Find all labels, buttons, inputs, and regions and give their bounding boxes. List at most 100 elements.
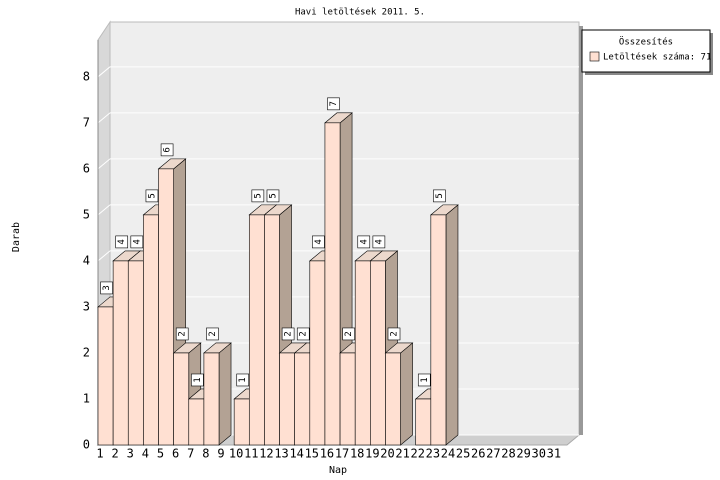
value-label-box — [191, 373, 204, 387]
bar — [309, 260, 326, 446]
bar — [385, 352, 401, 446]
value-label-box — [357, 235, 371, 249]
x-tick-label: 18 — [350, 447, 364, 461]
value-label: 2 — [344, 331, 354, 336]
value-label-box — [206, 327, 219, 341]
value-label: 2 — [299, 331, 309, 336]
x-tick-label: 20 — [380, 447, 394, 461]
x-tick-label: 25 — [456, 447, 470, 461]
x-tick-label: 4 — [142, 447, 149, 461]
x-tick-label: 31 — [547, 447, 561, 461]
y-tick-label: 4 — [83, 253, 90, 267]
bar — [233, 398, 250, 446]
x-tick-label: 28 — [501, 447, 515, 461]
value-label-box — [387, 327, 401, 341]
y-axis-label: Darab — [11, 222, 22, 252]
value-label: 1 — [193, 377, 203, 382]
x-tick-label: 27 — [486, 447, 500, 461]
value-label: 3 — [102, 285, 112, 290]
x-tick-label: 23 — [426, 447, 440, 461]
bar — [354, 260, 371, 446]
x-tick-label: 3 — [127, 447, 134, 461]
value-label: 2 — [390, 331, 400, 336]
value-label: 1 — [420, 377, 430, 382]
chart-title: Havi letöltések 2011. 5. — [295, 7, 425, 18]
value-label-box — [160, 143, 174, 157]
x-tick-label: 15 — [305, 447, 319, 461]
value-label-box — [145, 189, 159, 203]
value-label-box — [236, 373, 250, 387]
bar — [248, 214, 265, 446]
bar — [430, 214, 447, 446]
x-tick-label: 30 — [532, 447, 546, 461]
y-tick-label: 1 — [83, 391, 90, 405]
value-label: 1 — [238, 377, 248, 382]
bar — [173, 352, 190, 446]
value-label-box — [342, 327, 355, 341]
x-tick-label: 6 — [172, 447, 179, 461]
value-label: 4 — [117, 239, 127, 244]
wall-shadow — [579, 26, 583, 435]
grid-line — [97, 250, 111, 262]
bar-side — [445, 204, 459, 446]
bar — [97, 306, 114, 446]
x-tick-label: 13 — [274, 447, 288, 461]
value-label-box — [175, 327, 189, 341]
x-tick-label: 22 — [410, 447, 424, 461]
x-tick-label: 8 — [202, 447, 209, 461]
bar — [203, 352, 220, 446]
bar — [264, 214, 280, 446]
x-tick-label: 5 — [157, 447, 164, 461]
x-tick-label: 24 — [441, 447, 455, 461]
value-label-box — [296, 327, 310, 341]
x-tick-label: 26 — [471, 447, 485, 461]
value-label-box — [417, 373, 431, 387]
y-tick-label: 6 — [83, 161, 90, 175]
bar — [279, 352, 295, 446]
value-label-box — [251, 189, 265, 203]
x-tick-label: 9 — [217, 447, 224, 461]
x-tick-label: 29 — [516, 447, 530, 461]
y-tick-label: 2 — [83, 345, 90, 359]
x-tick-label: 1 — [96, 447, 103, 461]
value-label: 6 — [163, 147, 173, 152]
grid-line — [97, 112, 111, 124]
bar-side — [218, 342, 232, 446]
value-label: 5 — [268, 193, 278, 198]
x-axis-label: Nap — [329, 465, 347, 476]
legend-title: Összesítés — [619, 37, 673, 48]
bar — [294, 352, 311, 446]
bar — [339, 352, 356, 446]
x-tick-label: 21 — [395, 447, 409, 461]
bar-side — [400, 342, 413, 446]
y-tick-label: 3 — [83, 299, 90, 313]
bar — [188, 398, 205, 446]
value-label: 2 — [208, 331, 218, 336]
value-label-box — [100, 281, 113, 295]
legend-swatch — [589, 51, 600, 62]
x-tick-label: 17 — [335, 447, 349, 461]
bar — [143, 214, 159, 446]
x-tick-label: 11 — [244, 447, 258, 461]
grid-line — [97, 204, 111, 216]
bar — [370, 260, 386, 446]
value-label: 4 — [374, 239, 384, 244]
grid-line — [97, 158, 111, 170]
value-label: 4 — [314, 239, 324, 244]
bar — [324, 122, 341, 446]
value-label: 2 — [284, 331, 294, 336]
value-label-box — [266, 189, 280, 203]
value-label: 5 — [253, 193, 263, 198]
y-tick-label: 8 — [83, 69, 90, 83]
y-tick-label: 0 — [83, 438, 90, 452]
value-label: 5 — [435, 193, 445, 198]
legend — [581, 29, 711, 73]
bar — [158, 168, 174, 446]
x-tick-label: 2 — [112, 447, 119, 461]
grid-line — [97, 66, 111, 78]
value-label-box — [281, 327, 295, 341]
value-label-box — [115, 235, 128, 249]
value-label-box — [130, 235, 144, 249]
value-label: 4 — [132, 239, 142, 244]
